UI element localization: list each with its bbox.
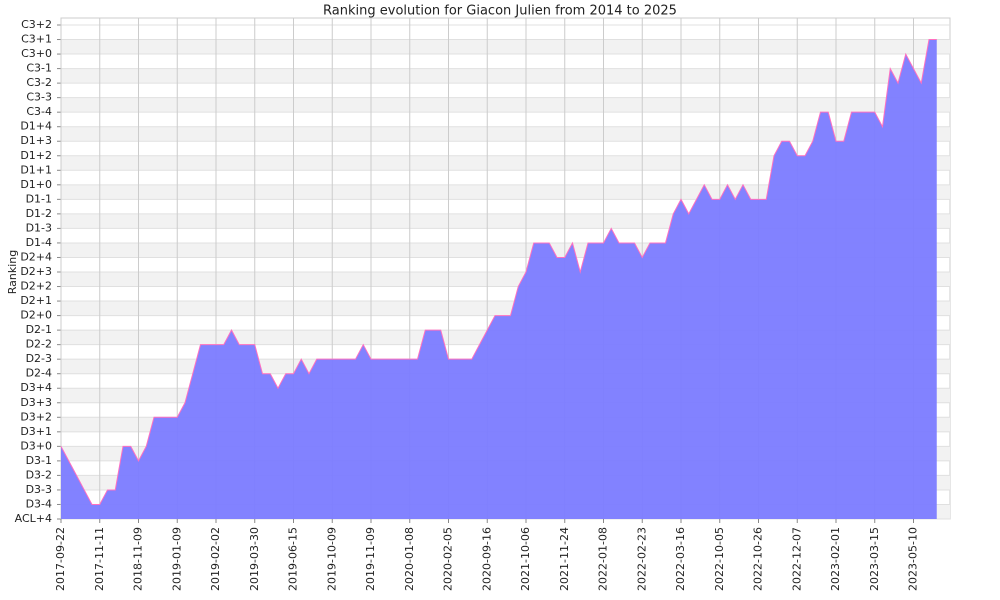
x-tick-label: 2020-01-08: [403, 527, 416, 591]
x-tick-label: 2018-11-09: [132, 527, 145, 591]
x-tick-label: 2019-11-09: [364, 527, 377, 591]
y-tick-label: D3+4: [20, 381, 52, 394]
x-tick-label: 2017-11-11: [93, 527, 106, 591]
grid-band: [61, 68, 950, 84]
y-tick-label: D2+4: [20, 250, 52, 263]
y-tick-label: D1+1: [20, 163, 52, 176]
y-tick-label: D1-3: [26, 221, 52, 234]
y-tick-label: C3-4: [26, 105, 52, 118]
x-tick-label: 2019-01-09: [170, 527, 183, 591]
x-tick-label: 2022-03-16: [674, 527, 687, 591]
y-tick-label: D1+3: [20, 134, 52, 147]
y-tick-label: D2-2: [26, 338, 52, 351]
y-tick-label: D2+2: [20, 280, 52, 293]
y-tick-label: D1-2: [26, 207, 52, 220]
x-tick-label: 2022-10-05: [713, 527, 726, 591]
y-tick-label: D3-2: [26, 468, 52, 481]
grid-band: [61, 97, 950, 113]
y-tick-label: D2-3: [26, 352, 52, 365]
y-tick-label: D2+1: [20, 294, 52, 307]
y-tick-label: C3+0: [21, 47, 52, 60]
y-tick-label: D2-1: [26, 323, 52, 336]
y-tick-label: C3-3: [26, 91, 52, 104]
x-tick-label: 2023-03-15: [868, 527, 881, 591]
x-tick-label: 2019-06-15: [287, 527, 300, 591]
x-tick-label: 2019-10-09: [325, 527, 338, 591]
y-tick-label: D3+1: [20, 425, 52, 438]
x-tick-label: 2023-05-10: [907, 527, 920, 591]
x-tick-label: 2022-02-23: [635, 527, 648, 591]
y-tick-label: D3+3: [20, 396, 52, 409]
chart-title: Ranking evolution for Giacon Julien from…: [323, 4, 677, 19]
y-tick-label: D1+2: [20, 149, 52, 162]
y-tick-label: D1+4: [20, 120, 52, 133]
y-tick-label: D3-4: [26, 497, 52, 510]
y-tick-label: D2+0: [20, 309, 52, 322]
x-tick-label: 2020-09-16: [480, 527, 493, 591]
y-tick-label: D3-1: [26, 454, 52, 467]
y-tick-label: C3-1: [26, 62, 52, 75]
line: [60, 39, 937, 505]
y-tick-label: ACL+4: [15, 512, 52, 525]
grid-band: [61, 155, 950, 171]
y-tick-label: D1+0: [20, 178, 52, 191]
x-tick-label: 2021-10-06: [519, 527, 532, 591]
y-tick-label: D2-4: [26, 367, 52, 380]
x-tick-label: 2022-10-26: [752, 527, 765, 591]
y-tick-label: D3-3: [26, 483, 52, 496]
y-tick-label: D1-1: [26, 192, 52, 205]
grid-band: [61, 126, 950, 142]
x-tick-label: 2021-11-24: [558, 527, 571, 591]
x-tick-label: 2020-02-05: [442, 527, 455, 591]
x-tick-label: 2019-03-30: [248, 527, 261, 591]
y-tick-label: C3+2: [21, 18, 52, 31]
y-axis-label: Ranking: [6, 250, 19, 295]
y-tick-label: D3+0: [20, 439, 52, 452]
x-tick-label: 2022-01-08: [597, 527, 610, 591]
x-tick-label: 2022-12-07: [790, 527, 803, 591]
x-tick-label: 2017-09-22: [54, 527, 67, 591]
x-tick-label: 2023-02-01: [829, 527, 842, 591]
y-tick-label: D2+3: [20, 265, 52, 278]
area: [61, 39, 937, 519]
y-tick-label: C3-2: [26, 76, 52, 89]
y-tick-label: C3+1: [21, 33, 52, 46]
x-tick-label: 2019-02-02: [209, 527, 222, 591]
y-tick-label: D1-4: [26, 236, 52, 249]
y-tick-label: D3+2: [20, 410, 52, 423]
grid-band: [61, 39, 950, 55]
